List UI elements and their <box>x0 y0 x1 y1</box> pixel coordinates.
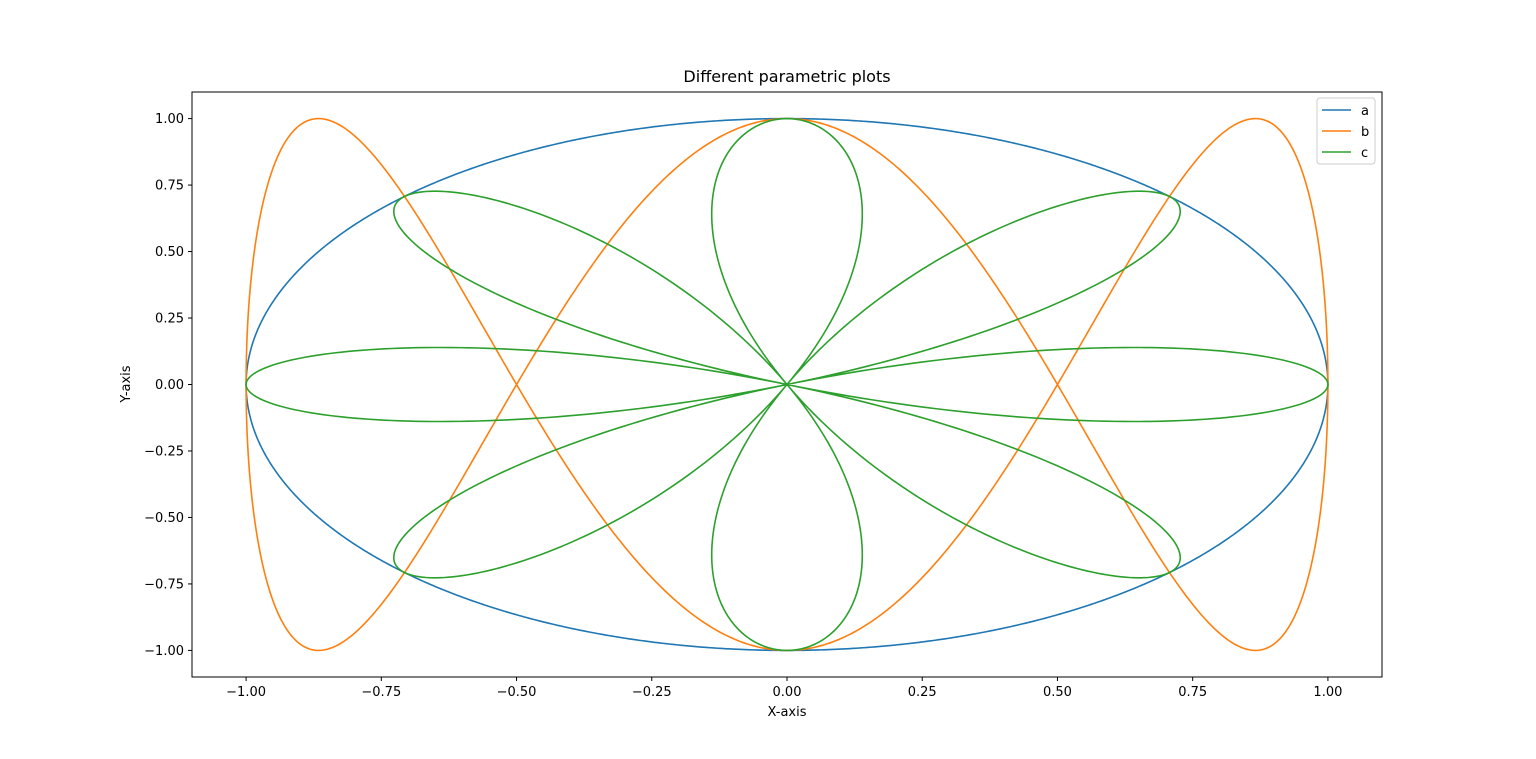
x-axis-title: X-axis <box>768 705 807 720</box>
legend: abc <box>1316 97 1376 165</box>
y-tick-label: 0.00 <box>155 378 184 393</box>
chart-title: Different parametric plots <box>683 67 890 86</box>
x-tick-label: −0.50 <box>497 685 537 700</box>
y-axis: 1.00 0.75 0.50 0.25 0.00 −0.25 −0.50 −0.75 −1.00 <box>144 112 192 659</box>
x-tick-label: 0.50 <box>1043 685 1072 700</box>
x-tick-label: 0.00 <box>773 685 802 700</box>
x-tick-label: 0.25 <box>908 685 937 700</box>
x-tick-label: −0.25 <box>632 685 672 700</box>
y-axis-title: Y-axis <box>119 365 134 403</box>
legend-label-a: a <box>1361 104 1369 119</box>
x-tick-label: 0.75 <box>1178 685 1207 700</box>
y-tick-label: −0.75 <box>144 577 184 592</box>
series-line-c <box>245 117 1329 652</box>
series-layer <box>245 117 1329 652</box>
y-tick-label: −0.25 <box>144 444 184 459</box>
legend-label-b: b <box>1361 125 1369 140</box>
x-axis: −1.00 −0.75 −0.50 −0.25 0.00 0.25 0.50 0.75 1.00 <box>226 677 1342 700</box>
x-tick-label: −0.75 <box>361 685 401 700</box>
x-tick-label: 1.00 <box>1313 685 1342 700</box>
x-tick-label: −1.00 <box>226 685 266 700</box>
y-tick-label: 1.00 <box>155 112 184 127</box>
legend-label-c: c <box>1361 146 1368 161</box>
y-tick-label: 0.50 <box>155 245 184 260</box>
y-tick-label: 0.75 <box>155 179 184 194</box>
y-tick-label: −1.00 <box>144 644 184 659</box>
y-tick-label: −0.50 <box>144 511 184 526</box>
plot-area <box>191 91 1383 678</box>
y-tick-label: 0.25 <box>155 312 184 327</box>
